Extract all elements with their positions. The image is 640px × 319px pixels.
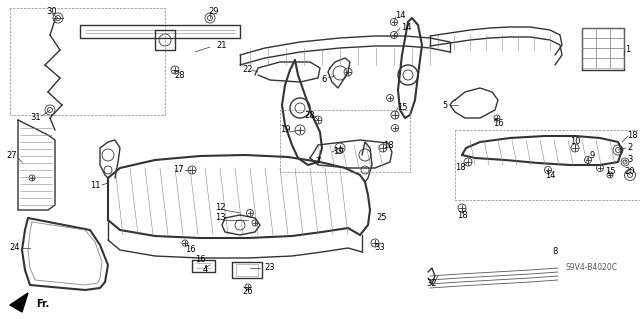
- Text: 8: 8: [552, 248, 557, 256]
- Text: 10: 10: [570, 137, 580, 146]
- Text: 29: 29: [209, 8, 220, 17]
- Text: 20: 20: [625, 167, 636, 176]
- Text: 14: 14: [545, 172, 556, 181]
- Text: 15: 15: [397, 103, 407, 113]
- Text: 31: 31: [31, 114, 42, 122]
- Text: 24: 24: [10, 243, 20, 253]
- Text: 19: 19: [280, 125, 291, 135]
- Text: S9V4-B4020C: S9V4-B4020C: [565, 263, 617, 272]
- Text: 16: 16: [185, 246, 195, 255]
- Text: 13: 13: [214, 213, 225, 222]
- Text: 15: 15: [605, 167, 615, 176]
- Text: 18: 18: [454, 164, 465, 173]
- Text: 2: 2: [627, 144, 632, 152]
- Text: 33: 33: [374, 243, 385, 253]
- Text: 21: 21: [217, 41, 227, 49]
- Text: 25: 25: [377, 213, 387, 222]
- Text: 26: 26: [243, 287, 253, 296]
- Text: 16: 16: [195, 256, 205, 264]
- Text: 23: 23: [265, 263, 275, 272]
- Text: 22: 22: [243, 65, 253, 75]
- Text: 6: 6: [321, 76, 326, 85]
- Text: 30: 30: [47, 8, 58, 17]
- Text: 16: 16: [493, 118, 503, 128]
- Text: 17: 17: [173, 166, 183, 174]
- Text: 18: 18: [457, 211, 467, 219]
- Text: 18: 18: [627, 130, 637, 139]
- Polygon shape: [10, 293, 28, 312]
- Text: 32: 32: [427, 278, 437, 287]
- Text: 27: 27: [6, 151, 17, 160]
- Text: 1: 1: [625, 46, 630, 55]
- Text: 19: 19: [333, 147, 343, 157]
- Text: Fr.: Fr.: [36, 299, 49, 309]
- Text: 28: 28: [175, 71, 186, 80]
- Text: 4: 4: [202, 265, 207, 275]
- Text: 3: 3: [627, 155, 633, 165]
- Text: 11: 11: [90, 181, 100, 189]
- Text: 7: 7: [316, 158, 321, 167]
- Text: 9: 9: [589, 151, 595, 160]
- Text: 12: 12: [215, 204, 225, 212]
- Text: 14: 14: [395, 11, 405, 19]
- Text: 5: 5: [442, 100, 447, 109]
- Text: 14: 14: [401, 23, 412, 32]
- Text: 18: 18: [383, 140, 394, 150]
- Text: 28: 28: [305, 110, 316, 120]
